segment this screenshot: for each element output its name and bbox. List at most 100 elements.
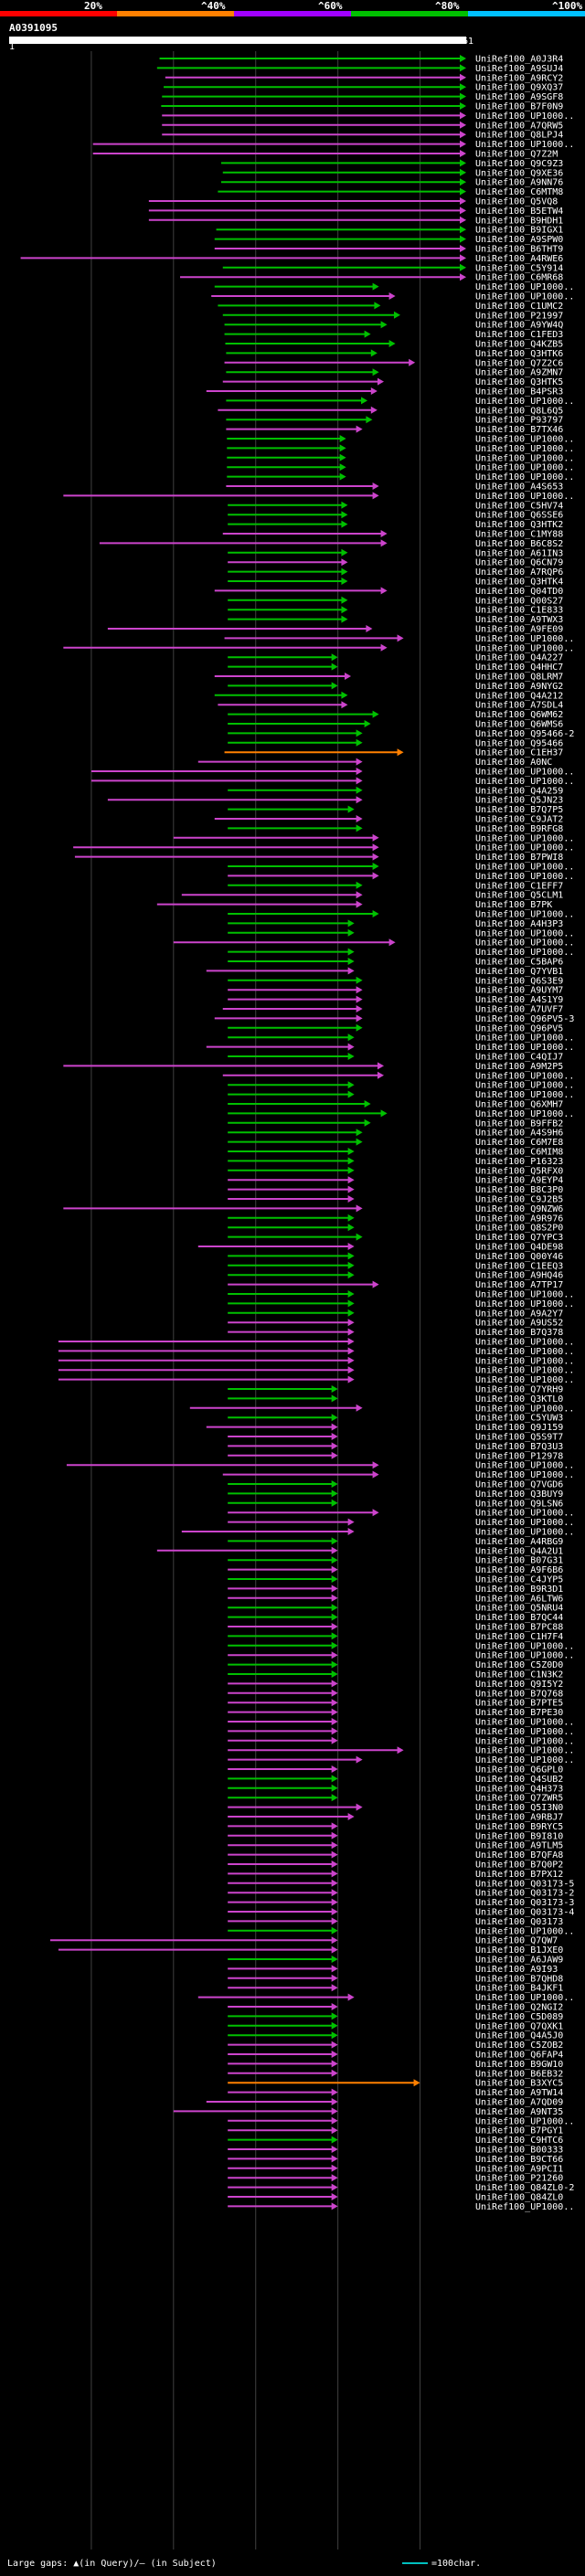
hit-row[interactable]: UniRef100_Q4SUB2 (228, 1775, 563, 1785)
hit-label[interactable]: UniRef100_A7QD09 (475, 2098, 563, 2108)
hit-row[interactable]: UniRef100_Q4A259 (228, 786, 563, 796)
hit-label[interactable]: UniRef100_UP1000.. (475, 463, 574, 473)
hit-row[interactable]: UniRef100_C6M7E8 (228, 1138, 563, 1148)
hit-label[interactable]: UniRef100_A7SDL4 (475, 701, 563, 711)
hit-row[interactable]: UniRef100_C1H7F4 (228, 1632, 563, 1642)
hit-label[interactable]: UniRef100_C6MTM8 (475, 187, 563, 197)
hit-label[interactable]: UniRef100_P21997 (475, 311, 563, 321)
hit-row[interactable]: UniRef100_A9NYG2 (228, 682, 563, 692)
hit-row[interactable]: UniRef100_Q7Z2C6 (224, 358, 564, 368)
hit-row[interactable]: UniRef100_C1EH37 (224, 748, 564, 758)
hit-row[interactable]: UniRef100_UP1000.. (228, 910, 574, 920)
hit-row[interactable]: UniRef100_Q9XQ37 (164, 83, 563, 93)
hit-label[interactable]: UniRef100_C9JAT2 (475, 815, 563, 825)
hit-label[interactable]: UniRef100_A7RQP6 (475, 567, 563, 578)
hit-label[interactable]: UniRef100_B7QFA8 (475, 1850, 563, 1860)
hit-label[interactable]: UniRef100_Q8S2P0 (475, 1224, 563, 1234)
hit-row[interactable]: UniRef100_Q7YPC3 (228, 1233, 563, 1243)
hit-row[interactable]: UniRef100_Q95466 (228, 738, 563, 748)
hit-label[interactable]: UniRef100_UP1000.. (475, 1461, 574, 1471)
hit-label[interactable]: UniRef100_UP1000.. (475, 1366, 574, 1376)
hit-row[interactable]: UniRef100_Q9NZW6 (63, 1204, 563, 1214)
hit-row[interactable]: UniRef100_B7Q0P2 (228, 1860, 563, 1871)
hit-label[interactable]: UniRef100_B7Q768 (475, 1689, 563, 1699)
hit-row[interactable]: UniRef100_Q6WM62 (228, 710, 563, 720)
hit-label[interactable]: UniRef100_A7UVF7 (475, 1005, 563, 1015)
hit-label[interactable]: UniRef100_A6LTW6 (475, 1594, 563, 1604)
hit-row[interactable]: UniRef100_A9FE09 (107, 625, 563, 635)
hit-label[interactable]: UniRef100_Q7QXK1 (475, 2021, 563, 2031)
hit-row[interactable]: UniRef100_A4S1Y9 (228, 995, 563, 1005)
hit-label[interactable]: UniRef100_Q8LRM7 (475, 673, 563, 683)
hit-label[interactable]: UniRef100_Q4SUB2 (475, 1775, 563, 1785)
hit-label[interactable]: UniRef100_Q6GPL0 (475, 1765, 563, 1776)
hit-label[interactable]: UniRef100_Q03173-5 (475, 1879, 574, 1889)
hit-label[interactable]: UniRef100_B4PSR3 (475, 387, 563, 398)
hit-label[interactable]: UniRef100_B4JKF1 (475, 1984, 563, 1994)
hit-label[interactable]: UniRef100_Q7YVB1 (475, 967, 563, 977)
hit-row[interactable]: UniRef100_Q03173-4 (228, 1908, 574, 1918)
hit-row[interactable]: UniRef100_Q9XE36 (222, 168, 564, 178)
hit-row[interactable]: UniRef100_UP1000.. (228, 1034, 574, 1044)
hit-row[interactable]: UniRef100_Q4DE98 (197, 1243, 564, 1253)
hit-label[interactable]: UniRef100_B9RFG8 (475, 824, 563, 834)
hit-row[interactable]: UniRef100_B9FFB2 (228, 1118, 563, 1129)
hit-label[interactable]: UniRef100_B6EB32 (475, 2069, 563, 2079)
hit-label[interactable]: UniRef100_A9NT35 (475, 2107, 563, 2117)
hit-label[interactable]: UniRef100_B6C8S2 (475, 539, 563, 549)
hit-row[interactable]: UniRef100_Q5JN23 (107, 796, 563, 806)
hit-row[interactable]: UniRef100_UP1000.. (228, 1290, 574, 1300)
hit-row[interactable]: UniRef100_Q96PV5-3 (214, 1014, 575, 1024)
hit-label[interactable]: UniRef100_UP1000.. (475, 444, 574, 454)
hit-label[interactable]: UniRef100_UP1000.. (475, 1746, 574, 1756)
hit-label[interactable]: UniRef100_Q7YRH9 (475, 1385, 563, 1395)
hit-row[interactable]: UniRef100_UP1000.. (222, 1470, 575, 1480)
hit-row[interactable]: UniRef100_Q6WMS6 (228, 720, 563, 730)
hit-label[interactable]: UniRef100_Q5I3N0 (475, 1803, 563, 1813)
hit-row[interactable]: UniRef100_UP1000.. (173, 938, 575, 949)
hit-label[interactable]: UniRef100_C6MIM8 (475, 1148, 563, 1158)
hit-row[interactable]: UniRef100_B9I810 (228, 1831, 563, 1841)
hit-row[interactable]: UniRef100_A9ZMN7 (226, 368, 563, 378)
hit-row[interactable]: UniRef100_UP1000.. (228, 1736, 574, 1746)
hit-row[interactable]: UniRef100_Q4HHC7 (228, 663, 563, 673)
hit-row[interactable]: UniRef100_Q3HTK4 (228, 578, 563, 588)
hit-row[interactable]: UniRef100_Q84ZL0-2 (228, 2183, 574, 2193)
hit-row[interactable]: UniRef100_UP1000.. (228, 1727, 574, 1737)
hit-label[interactable]: UniRef100_B7Q0P2 (475, 1860, 563, 1871)
hit-row[interactable]: UniRef100_A9SGF8 (162, 92, 563, 102)
hit-row[interactable]: UniRef100_Q84ZL0 (228, 2193, 563, 2203)
hit-label[interactable]: UniRef100_UP1000.. (475, 453, 574, 463)
hit-label[interactable]: UniRef100_Q6S3E9 (475, 976, 563, 986)
hit-row[interactable]: UniRef100_UP1000.. (228, 863, 574, 873)
hit-label[interactable]: UniRef100_C4QIJ7 (475, 1053, 563, 1063)
hit-row[interactable]: UniRef100_UP1000.. (92, 140, 575, 150)
hit-row[interactable]: UniRef100_Q6S3E9 (228, 976, 563, 986)
hit-label[interactable]: UniRef100_B7Q7P5 (475, 805, 563, 815)
hit-row[interactable]: UniRef100_Q04TD0 (214, 587, 564, 597)
hit-label[interactable]: UniRef100_C1MY88 (475, 530, 563, 540)
hit-row[interactable]: UniRef100_UP1000.. (90, 768, 574, 778)
hit-row[interactable]: UniRef100_Q5RFX0 (228, 1166, 563, 1176)
hit-label[interactable]: UniRef100_Q9C9Z3 (475, 159, 563, 169)
hit-row[interactable]: UniRef100_B4JKF1 (228, 1984, 563, 1994)
hit-label[interactable]: UniRef100_A9SGF8 (475, 92, 563, 102)
hit-row[interactable]: UniRef100_C4JYP5 (228, 1575, 563, 1585)
hit-label[interactable]: UniRef100_Q8LPJ4 (475, 131, 563, 141)
hit-row[interactable]: UniRef100_Q00Y46 (228, 1252, 563, 1262)
hit-label[interactable]: UniRef100_UP1000.. (475, 292, 574, 302)
hit-row[interactable]: UniRef100_A0J3R4 (159, 55, 564, 65)
hit-row[interactable]: UniRef100_Q95466-2 (228, 729, 574, 739)
hit-row[interactable]: UniRef100_Q9I5Y2 (228, 1680, 563, 1690)
hit-label[interactable]: UniRef100_B7PC88 (475, 1623, 563, 1633)
hit-label[interactable]: UniRef100_UP1000.. (475, 1651, 574, 1661)
hit-row[interactable]: UniRef100_A9US52 (228, 1319, 563, 1329)
hit-row[interactable]: UniRef100_C4QIJ7 (228, 1053, 563, 1063)
hit-label[interactable]: UniRef100_B07G31 (475, 1556, 563, 1566)
hit-label[interactable]: UniRef100_C5BAP6 (475, 958, 563, 968)
hit-row[interactable]: UniRef100_UP1000.. (228, 1651, 574, 1661)
hit-label[interactable]: UniRef100_Q00S27 (475, 596, 563, 606)
hit-label[interactable]: UniRef100_A9NN76 (475, 178, 563, 188)
hit-label[interactable]: UniRef100_A9YW4Q (475, 321, 563, 331)
hit-row[interactable]: UniRef100_C9JAT2 (214, 815, 564, 825)
